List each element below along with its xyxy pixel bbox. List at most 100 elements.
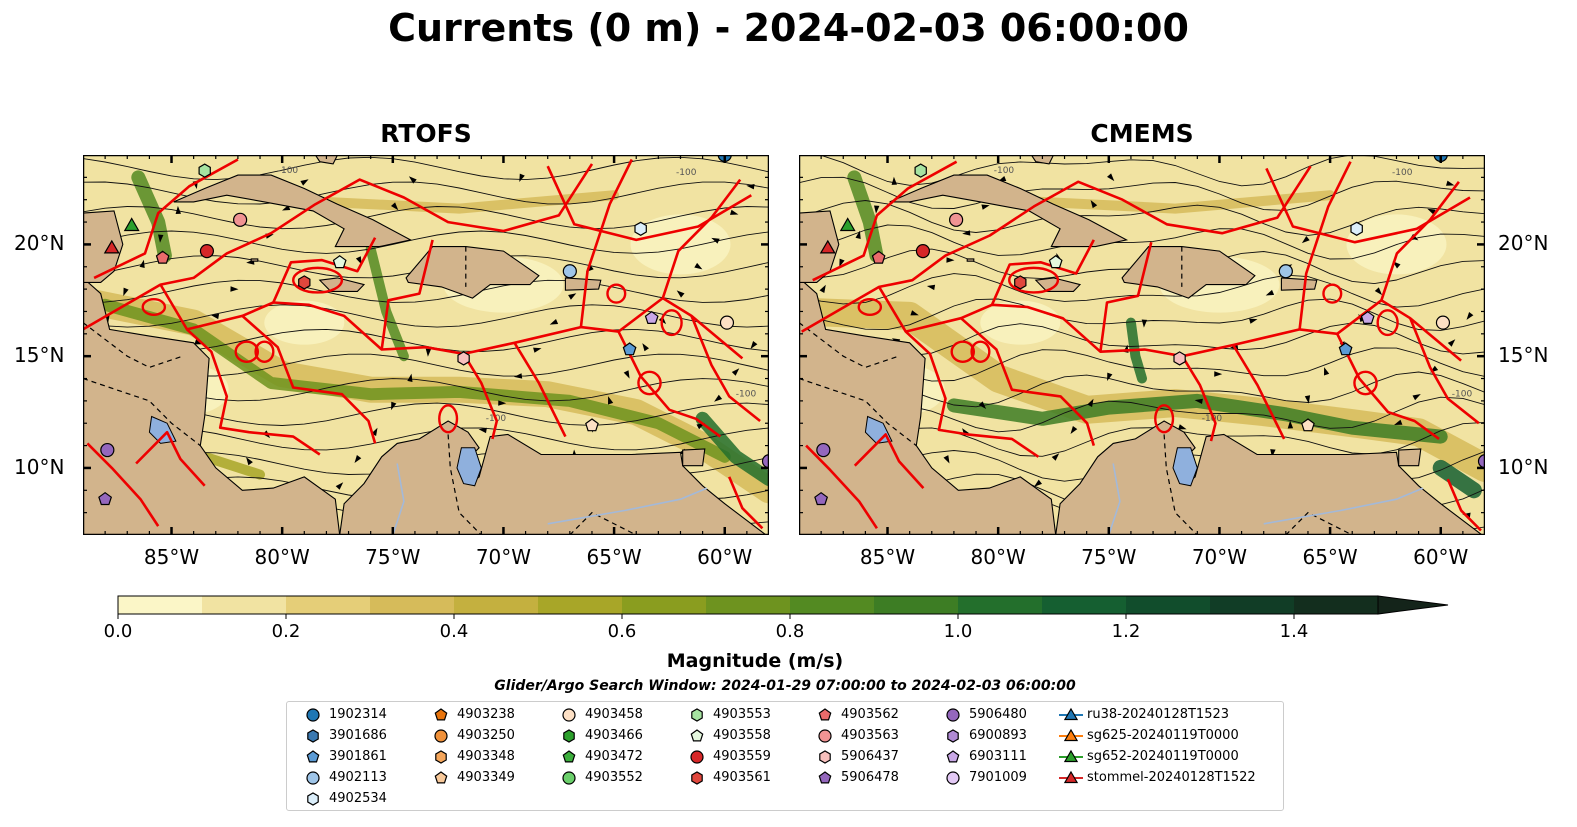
legend-label: 5906480 bbox=[969, 707, 1027, 722]
streamline-arrow bbox=[642, 343, 649, 352]
depth-contour-label: -100 bbox=[1392, 168, 1413, 178]
lat-tick-label-left: 10°N bbox=[14, 454, 65, 479]
streamline-arrow bbox=[354, 455, 362, 463]
depth-contour-label: -100 bbox=[994, 166, 1015, 176]
depth-contour-label: -100 bbox=[736, 389, 757, 399]
argo-float-marker bbox=[634, 221, 647, 236]
circle-marker-icon bbox=[562, 771, 576, 785]
streamline-arrow bbox=[910, 310, 919, 316]
argo-float-marker bbox=[915, 244, 931, 259]
streamline-arrow bbox=[1324, 367, 1330, 376]
colorbar-tick-label: 0.4 bbox=[439, 621, 469, 642]
lon-tick-label: 80°W bbox=[254, 545, 310, 569]
track-loop bbox=[141, 297, 167, 317]
track-loop bbox=[857, 297, 883, 317]
streamline-arrow bbox=[608, 396, 614, 405]
circle-marker-icon bbox=[946, 771, 960, 785]
streamline-arrow bbox=[839, 258, 845, 267]
streamline-arrow bbox=[819, 284, 826, 293]
track-line bbox=[1265, 167, 1471, 244]
streamline-arrow bbox=[533, 347, 542, 353]
track-line bbox=[462, 353, 499, 440]
streamline-arrow bbox=[1178, 424, 1187, 430]
streamline-arrow bbox=[1394, 419, 1403, 425]
streamline bbox=[799, 298, 1485, 331]
hexagon-marker-icon bbox=[307, 729, 319, 743]
argo-float-marker bbox=[198, 163, 211, 178]
colorbar-tick-label: 0.0 bbox=[103, 621, 133, 642]
track-line bbox=[546, 165, 752, 242]
colorbar-tick-label: 1.0 bbox=[943, 621, 973, 642]
lon-tick-label: 60°W bbox=[1413, 545, 1469, 569]
streamline-arrow bbox=[158, 234, 164, 243]
track-line bbox=[812, 160, 958, 282]
legend-label: 4903349 bbox=[457, 770, 515, 785]
river bbox=[547, 487, 708, 525]
streamline bbox=[83, 279, 769, 303]
track-loop bbox=[438, 404, 459, 434]
streamline-arrow bbox=[1034, 479, 1042, 487]
argo-float-marker bbox=[949, 212, 964, 227]
colorbar-title: Magnitude (m/s) bbox=[666, 650, 844, 672]
circle-marker-icon bbox=[306, 708, 320, 722]
argo-float-marker bbox=[1338, 342, 1353, 356]
streamline-arrow bbox=[750, 341, 758, 349]
streamline-arrow bbox=[1070, 426, 1078, 434]
land-bahamas-sliver bbox=[314, 155, 339, 165]
glider-legend-icon bbox=[1059, 707, 1083, 721]
country-border bbox=[447, 434, 482, 535]
land-hispaniola bbox=[1121, 246, 1256, 299]
argo-float-marker bbox=[1173, 351, 1186, 366]
streamline-arrow bbox=[1107, 173, 1115, 182]
legend-label: ru38-20240128T1523 bbox=[1087, 707, 1230, 722]
streamline-arrow bbox=[519, 173, 525, 182]
lon-tick-label: 80°W bbox=[970, 545, 1026, 569]
streamline-arrow bbox=[498, 400, 507, 406]
streamline-arrow bbox=[731, 368, 740, 376]
country-border bbox=[1285, 511, 1353, 535]
track-loop bbox=[1353, 370, 1378, 396]
streamline bbox=[799, 176, 1485, 211]
streamline-arrow bbox=[714, 394, 723, 402]
argo-float-marker bbox=[233, 212, 248, 227]
track-loop bbox=[1322, 283, 1343, 304]
streamline bbox=[799, 273, 1485, 308]
land-puerto-rico bbox=[564, 277, 602, 291]
colorbar-tick-label: 0.2 bbox=[271, 621, 301, 642]
land-yucatan bbox=[83, 210, 124, 283]
streamline-arrow bbox=[676, 290, 685, 298]
search-window-caption: Glider/Argo Search Window: 2024-01-29 07… bbox=[494, 678, 1076, 694]
hexagon-marker-icon bbox=[563, 729, 575, 743]
depth-contour-label: -100 bbox=[676, 168, 697, 178]
river bbox=[1108, 463, 1121, 535]
track-loop bbox=[637, 370, 662, 396]
streamline-arrow bbox=[874, 205, 880, 214]
track-line bbox=[272, 237, 377, 304]
track-line bbox=[690, 315, 761, 423]
colorbar-segment bbox=[286, 596, 371, 614]
streamline-arrow bbox=[1087, 398, 1094, 407]
panel-title-rtofs: RTOFS bbox=[380, 119, 472, 148]
country-border bbox=[83, 322, 183, 369]
hexagon-marker-icon bbox=[307, 792, 319, 806]
streamline-arrow bbox=[391, 401, 397, 411]
lat-tick-label-left: 20°N bbox=[14, 231, 65, 256]
argo-float-marker bbox=[562, 264, 577, 279]
land-trinidad bbox=[682, 448, 706, 467]
glider-marker bbox=[839, 217, 856, 232]
speed-band bbox=[131, 170, 172, 263]
legend-label: 4903558 bbox=[713, 728, 771, 743]
track-line bbox=[661, 178, 742, 299]
argo-float-marker bbox=[1477, 454, 1485, 469]
streamline-arrow bbox=[1214, 371, 1223, 377]
circle-marker-icon bbox=[690, 750, 704, 764]
streamline-arrow bbox=[1412, 394, 1421, 401]
argo-float-marker bbox=[332, 255, 347, 269]
track-line bbox=[83, 163, 594, 331]
track-line bbox=[728, 476, 764, 530]
track-line bbox=[801, 165, 1312, 333]
colorbar-segment bbox=[1126, 596, 1211, 614]
track-line bbox=[1446, 478, 1482, 532]
land-bahamas-sliver bbox=[1030, 155, 1055, 165]
track-line bbox=[805, 444, 878, 530]
